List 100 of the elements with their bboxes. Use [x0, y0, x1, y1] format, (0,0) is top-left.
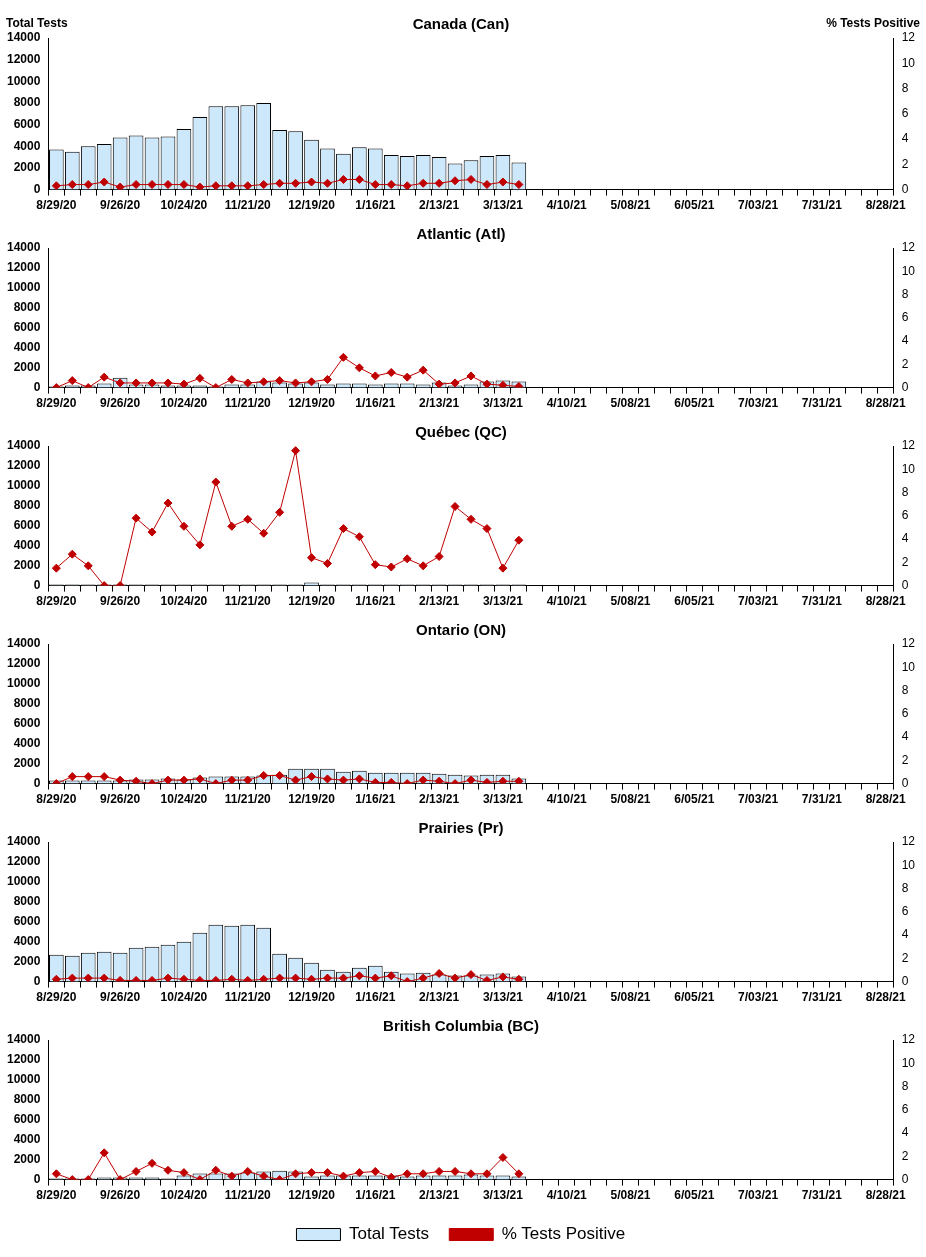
x-tick-label: 10/24/20: [160, 594, 208, 609]
y2-tick-label: 2: [901, 1148, 909, 1163]
point: [434, 178, 444, 188]
point: [51, 181, 61, 190]
x-tick-label: 3/13/21: [482, 396, 524, 411]
x-tick-label: 5/08/21: [610, 198, 651, 213]
x-tick-label: 9/26/20: [100, 1188, 141, 1203]
x-tick-label: 3/13/21: [482, 792, 524, 807]
y-tick-label: 2000: [13, 160, 41, 175]
point: [163, 180, 173, 190]
x-tick-label: 1/16/21: [355, 396, 396, 411]
y-tick-label: 14000: [6, 834, 41, 849]
point: [51, 563, 61, 573]
x-tick-label: 2/13/21: [419, 990, 460, 1005]
x-tick-label: 4/10/21: [546, 1188, 588, 1203]
x-tick-label: 6/05/21: [674, 792, 715, 807]
point: [243, 181, 253, 190]
y2-tick-label: 12: [901, 834, 916, 849]
y-tick-label: 12000: [6, 854, 41, 869]
point: [211, 477, 221, 487]
y-axis-title: Total Tests: [6, 16, 68, 31]
y2-tick-label: 4: [901, 333, 909, 348]
x-tick-label: 7/31/21: [801, 792, 843, 807]
x-tick-label: 4/10/21: [546, 990, 588, 1005]
point: [466, 514, 476, 524]
point: [482, 180, 492, 190]
x-tick-label: 3/13/21: [482, 594, 524, 609]
x-tick-label: 11/21/20: [224, 792, 272, 807]
point: [291, 446, 301, 456]
y-tick-label: 8000: [13, 894, 41, 909]
y-tick-label: 12000: [6, 656, 41, 671]
y-tick-label: 2000: [13, 359, 41, 374]
y-tick-label: 0: [33, 577, 41, 592]
x-tick-label: 5/08/21: [610, 990, 651, 1005]
point: [402, 181, 412, 190]
y2-tick-label: 0: [901, 577, 909, 592]
y2-tick-label: 12: [901, 636, 916, 651]
x-tick-label: 9/26/20: [100, 990, 141, 1005]
y2-tick-label: 8: [901, 880, 909, 895]
y2-tick-label: 8: [901, 484, 909, 499]
x-tick-label: 5/08/21: [610, 792, 651, 807]
x-tick-label: 6/05/21: [674, 1188, 715, 1203]
x-tick-label: 8/29/20: [36, 198, 77, 213]
point: [514, 180, 524, 190]
y2-tick-label: 6: [901, 904, 909, 919]
point: [67, 549, 77, 559]
y2-tick-label: 10: [901, 659, 916, 674]
x-tick-label: 11/21/20: [224, 594, 272, 609]
point: [227, 521, 237, 531]
y2-axis-title: % Tests Positive: [826, 16, 921, 31]
y2-tick-label: 8: [901, 682, 909, 697]
y-tick-label: 0: [33, 1171, 41, 1186]
x-tick-label: 4/10/21: [546, 198, 588, 213]
point: [275, 178, 285, 188]
chart-title: Atlantic (Atl): [416, 225, 506, 243]
y-tick-label: 12000: [6, 458, 41, 473]
x-tick-label: 6/05/21: [674, 198, 715, 213]
legend-label: % Tests Positive: [501, 1224, 626, 1244]
x-tick-label: 8/29/20: [36, 792, 77, 807]
y-tick-label: 10000: [6, 280, 41, 295]
point: [307, 177, 317, 187]
point: [482, 524, 492, 534]
y2-tick-label: 2: [901, 356, 909, 371]
y-tick-label: 0: [33, 181, 41, 196]
y-tick-label: 4000: [13, 538, 41, 553]
x-tick-label: 7/31/21: [801, 594, 843, 609]
point: [83, 180, 93, 190]
y-tick-label: 10000: [6, 874, 41, 889]
x-tick-label: 8/29/20: [36, 594, 77, 609]
point: [386, 562, 396, 572]
y-tick-label: 6000: [13, 116, 41, 131]
y-tick-label: 6000: [13, 716, 41, 731]
y-tick-label: 12000: [6, 260, 41, 275]
y2-tick-label: 2: [901, 950, 909, 965]
x-tick-label: 2/13/21: [419, 1188, 460, 1203]
point: [322, 559, 332, 568]
y2-tick-label: 2: [901, 156, 909, 171]
x-tick-label: 2/13/21: [419, 396, 460, 411]
x-tick-label: 7/03/21: [738, 594, 779, 609]
x-tick-label: 8/28/21: [865, 198, 907, 213]
chart-title: Canada (Can): [412, 15, 510, 33]
y-tick-label: 14000: [6, 1032, 41, 1047]
y-tick-label: 14000: [6, 240, 41, 255]
y2-tick-label: 10: [901, 857, 916, 872]
x-tick-label: 12/19/20: [288, 990, 336, 1005]
x-tick-label: 7/03/21: [738, 792, 779, 807]
y2-tick-label: 12: [901, 1032, 916, 1047]
y2-tick-label: 2: [901, 554, 909, 569]
x-tick-label: 12/19/20: [288, 792, 336, 807]
point: [450, 501, 460, 511]
x-tick-label: 10/24/20: [160, 1188, 208, 1203]
y-tick-label: 4000: [13, 934, 41, 949]
y2-tick-label: 0: [901, 775, 909, 790]
x-tick-label: 1/16/21: [355, 1188, 396, 1203]
chart-title: Ontario (ON): [416, 621, 506, 639]
x-tick-label: 1/16/21: [355, 594, 396, 609]
x-tick-label: 12/19/20: [288, 594, 336, 609]
y2-tick-label: 8: [901, 80, 909, 95]
x-tick-label: 8/28/21: [865, 792, 907, 807]
point: [131, 180, 141, 190]
